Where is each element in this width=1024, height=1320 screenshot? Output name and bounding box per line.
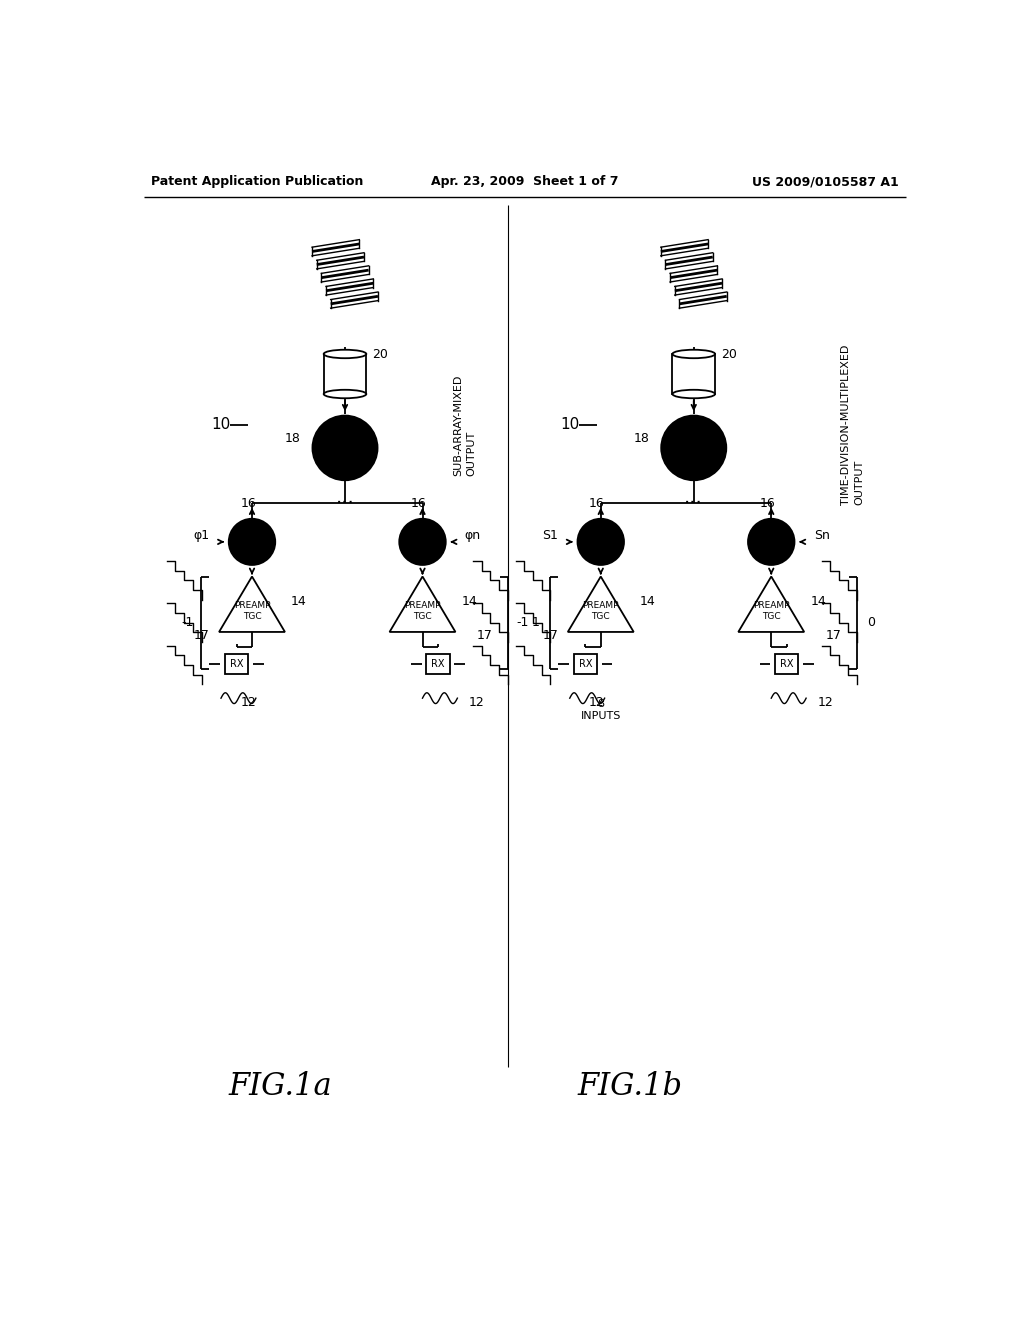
Text: RX: RX xyxy=(579,659,592,668)
Text: 17: 17 xyxy=(476,630,493,643)
Text: RX: RX xyxy=(780,659,794,668)
Text: 17: 17 xyxy=(825,630,841,643)
Text: 14: 14 xyxy=(810,595,826,609)
Text: 16: 16 xyxy=(760,496,775,510)
Text: 0: 0 xyxy=(867,616,874,630)
Text: FIG.1a: FIG.1a xyxy=(228,1071,333,1102)
Text: 16: 16 xyxy=(589,496,605,510)
Text: ...: ... xyxy=(684,487,703,507)
Polygon shape xyxy=(389,577,456,632)
Text: 14: 14 xyxy=(640,595,655,609)
Ellipse shape xyxy=(673,350,715,358)
Text: Sn: Sn xyxy=(814,529,829,543)
Text: 17: 17 xyxy=(194,630,210,643)
Text: 18: 18 xyxy=(634,432,649,445)
Circle shape xyxy=(748,519,795,565)
Text: 14: 14 xyxy=(462,595,477,609)
Text: 8
INPUTS: 8 INPUTS xyxy=(581,698,621,721)
Ellipse shape xyxy=(324,350,367,358)
Text: US 2009/0105587 A1: US 2009/0105587 A1 xyxy=(752,176,898,187)
Circle shape xyxy=(662,416,726,480)
Bar xyxy=(673,354,715,395)
Text: 14: 14 xyxy=(291,595,307,609)
Text: 10: 10 xyxy=(560,417,580,433)
Bar xyxy=(225,653,248,673)
Text: 20: 20 xyxy=(721,348,737,362)
Text: φ1: φ1 xyxy=(194,529,210,543)
Text: 18: 18 xyxy=(285,432,301,445)
Text: -1: -1 xyxy=(181,616,194,630)
Ellipse shape xyxy=(324,389,367,399)
Text: 12: 12 xyxy=(469,696,484,709)
Bar xyxy=(775,653,799,673)
Circle shape xyxy=(399,519,445,565)
Text: ...: ... xyxy=(336,487,354,507)
Text: RX: RX xyxy=(431,659,444,668)
Text: Apr. 23, 2009  Sheet 1 of 7: Apr. 23, 2009 Sheet 1 of 7 xyxy=(431,176,618,187)
Bar xyxy=(324,354,367,395)
Text: 16: 16 xyxy=(241,496,256,510)
Text: FIG.1b: FIG.1b xyxy=(578,1071,683,1102)
Text: 1: 1 xyxy=(532,616,540,630)
Text: 12: 12 xyxy=(817,696,834,709)
Text: TIME-DIVISION-MULTIPLEXED
OUTPUT: TIME-DIVISION-MULTIPLEXED OUTPUT xyxy=(841,345,864,506)
Circle shape xyxy=(312,416,378,480)
Text: RX: RX xyxy=(229,659,244,668)
Polygon shape xyxy=(738,577,804,632)
Circle shape xyxy=(578,519,624,565)
Text: 17: 17 xyxy=(543,630,558,643)
Text: PREAMP
TGC: PREAMP TGC xyxy=(753,601,790,620)
Bar xyxy=(426,653,450,673)
Text: S1: S1 xyxy=(543,529,558,543)
Ellipse shape xyxy=(673,389,715,399)
Text: 12: 12 xyxy=(589,696,605,709)
Text: PREAMP
TGC: PREAMP TGC xyxy=(404,601,440,620)
Polygon shape xyxy=(568,577,634,632)
Polygon shape xyxy=(219,577,285,632)
Text: 16: 16 xyxy=(411,496,427,510)
Text: 20: 20 xyxy=(373,348,388,362)
Text: PREAMP
TGC: PREAMP TGC xyxy=(233,601,270,620)
Text: SUB-ARRAY-MIXED
OUTPUT: SUB-ARRAY-MIXED OUTPUT xyxy=(454,374,477,475)
Text: -1: -1 xyxy=(516,616,528,630)
Text: PREAMP
TGC: PREAMP TGC xyxy=(583,601,618,620)
Text: Patent Application Publication: Patent Application Publication xyxy=(152,176,364,187)
Text: φn: φn xyxy=(465,529,481,543)
Text: 10: 10 xyxy=(211,417,230,433)
Bar xyxy=(573,653,597,673)
Circle shape xyxy=(228,519,275,565)
Text: 12: 12 xyxy=(241,696,256,709)
